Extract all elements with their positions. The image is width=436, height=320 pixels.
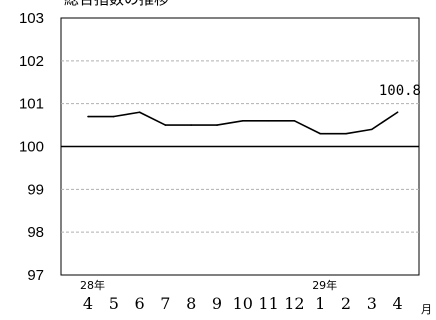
data-point — [267, 120, 270, 122]
data-point — [319, 132, 322, 135]
chart-title: 総合指数の推移 — [64, 0, 169, 8]
x-tick-label: 11 — [258, 294, 278, 313]
data-point — [371, 128, 373, 131]
x-tick-label: 1 — [315, 294, 325, 313]
data-point — [164, 124, 167, 126]
data-point — [293, 120, 296, 122]
x-tick-label: 2 — [341, 294, 351, 313]
y-tick-label: 100 — [19, 139, 44, 156]
x-tick-label: 6 — [135, 294, 145, 313]
x-tick-label: 4 — [393, 294, 403, 313]
series-line — [88, 111, 399, 135]
x-tick-label: 3 — [367, 294, 377, 313]
year-marker: 29年 — [312, 278, 337, 292]
data-point — [113, 115, 115, 118]
data-point — [345, 132, 347, 135]
data-point — [396, 111, 399, 114]
x-tick-label: 7 — [160, 294, 170, 313]
x-axis-title: 月 — [421, 303, 432, 316]
x-tick-label: 4 — [83, 294, 93, 313]
x-tick-label: 12 — [284, 294, 304, 313]
data-point — [138, 111, 141, 114]
x-tick-labels: 4 5 6 7 8 9 10 11 12 1 2 3 4 — [83, 294, 403, 313]
data-point — [216, 124, 218, 126]
year-marker: 28年 — [80, 278, 105, 292]
series — [87, 111, 399, 135]
data-label: 100.8 — [379, 83, 421, 99]
data-point — [190, 124, 192, 126]
year-markers: 28年 29年 — [80, 278, 337, 292]
x-tick-label: 5 — [109, 294, 119, 313]
y-tick-label: 99 — [27, 181, 44, 198]
x-tick-label: 8 — [186, 294, 196, 313]
y-tick-labels: 97 98 99 100 101 102 103 — [19, 10, 44, 284]
y-tick-label: 98 — [27, 224, 44, 241]
data-point — [87, 115, 89, 118]
y-tick-label: 101 — [19, 96, 44, 113]
grid-lines — [61, 60, 419, 233]
y-tick-label: 97 — [27, 267, 44, 284]
x-tick-label: 9 — [212, 294, 222, 313]
y-tick-label: 102 — [19, 53, 44, 70]
x-tick-label: 10 — [233, 294, 253, 313]
data-point — [242, 120, 244, 122]
y-tick-label: 103 — [19, 10, 44, 27]
